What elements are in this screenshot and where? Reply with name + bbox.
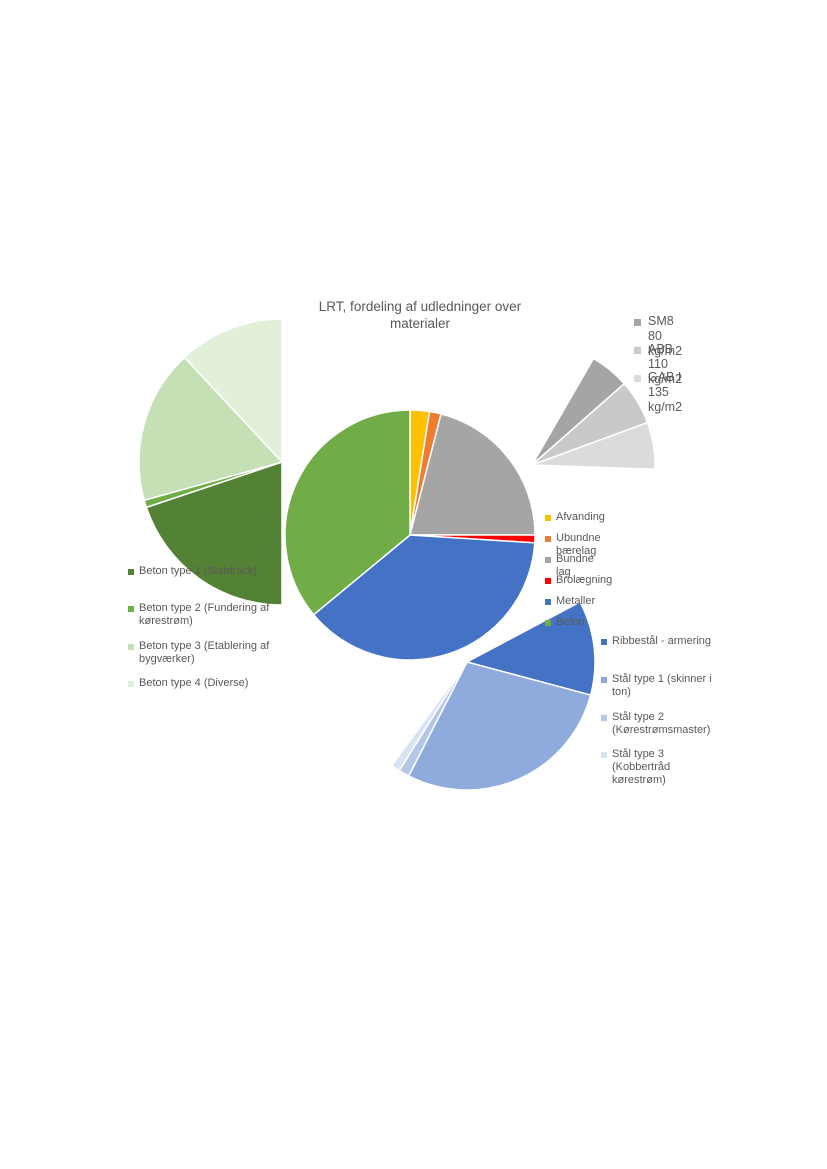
legend-label: Beton type 3 (Etablering af bygværker) [139, 640, 270, 665]
legend-label: ABB 110 kg/m2 [648, 342, 683, 386]
legend-swatch [545, 557, 551, 563]
pie-slice-beton-type-4-diverse [183, 318, 283, 463]
legend-item-beton: Beton [545, 616, 585, 629]
legend-item-beton-type-2: Beton type 2 (Fundering af kørestrøm) [128, 602, 278, 628]
legend-swatch [545, 620, 551, 626]
legend-swatch [634, 319, 641, 326]
legend-item-sm8: SM8 80 kg/m2 [634, 314, 682, 359]
legend-swatch [634, 347, 641, 354]
pie-slice-ribbestaal-armering [466, 601, 596, 696]
pie-slice-beton [284, 409, 411, 616]
legend-swatch [128, 681, 134, 687]
legend-label: Stål type 1 (skinner i ton) [612, 673, 712, 698]
legend-swatch [128, 644, 134, 650]
legend-label: Beton type 4 (Diverse) [139, 677, 249, 689]
legend-label: Brolægning [556, 574, 613, 586]
legend-item-staal-type-3: Stål type 3 (Kobbertråd kørestrøm) [601, 748, 699, 787]
legend-swatch [601, 752, 607, 758]
legend-label: Ribbestål - armering [612, 635, 712, 647]
legend-item-metaller: Metaller [545, 595, 595, 608]
legend-label: Ubundne bærelag [556, 532, 601, 557]
legend-label: Afvanding [556, 511, 605, 523]
legend-item-ubundne: Ubundne bærelag [545, 532, 601, 558]
legend-item-beton-type-4: Beton type 4 (Diverse) [128, 677, 288, 690]
legend-label: Stål type 3 (Kobbertråd kørestrøm) [612, 748, 671, 786]
legend-label: Stål type 2 (Kørestrømsmaster) [612, 711, 711, 736]
legend-swatch [545, 536, 551, 542]
legend-item-beton-type-1: Beton type 1 (Slabtrack) [128, 565, 288, 578]
legend-swatch [545, 599, 551, 605]
pie-slice-metaller [312, 534, 536, 661]
legend-label: GAB I 135 kg/m2 [648, 370, 683, 414]
legend-swatch [601, 639, 607, 645]
legend-item-abb: ABB 110 kg/m2 [634, 342, 682, 387]
legend-swatch [601, 715, 607, 721]
legend-item-gab: GAB I 135 kg/m2 [634, 370, 682, 415]
legend-item-bundne: Bundne lag [545, 553, 594, 579]
legend-swatch [634, 375, 641, 382]
pie-slice-bundne-lag [409, 413, 536, 536]
legend-swatch [128, 606, 134, 612]
legend-swatch [128, 569, 134, 575]
legend-swatch [601, 677, 607, 683]
legend-label: Beton [556, 616, 585, 628]
legend-item-brolaegning: Brolægning [545, 574, 612, 587]
legend-item-afvanding: Afvanding [545, 511, 605, 524]
pie-slice-staal-type-1-skinner-i-ton [407, 661, 592, 791]
legend-swatch [545, 515, 551, 521]
legend-label: Bundne lag [556, 553, 594, 578]
legend-label: SM8 80 kg/m2 [648, 314, 683, 358]
pie-slice-staal-type-3-kobbertraad-koerestroem [391, 661, 468, 772]
legend-item-staal-type-2: Stål type 2 (Kørestrømsmaster) [601, 711, 716, 737]
legend-label: Metaller [556, 595, 596, 607]
legend-item-staal-type-1: Stål type 1 (skinner i ton) [601, 673, 713, 699]
legend-label: Beton type 1 (Slabtrack) [139, 565, 258, 577]
chart-title: LRT, fordeling af udledninger over mater… [318, 299, 522, 331]
legend-item-ribbestaal: Ribbestål - armering [601, 635, 721, 648]
legend-swatch [545, 578, 551, 584]
pie-slice-gab-i-135-kg-m2 [531, 421, 656, 471]
legend-label: Beton type 2 (Fundering af kørestrøm) [139, 602, 270, 627]
pie-slice-beton-type-1-slabtrack [145, 461, 283, 606]
pie-slice-beton-type-3-etablering-af-bygvaerker [138, 356, 283, 501]
legend-item-beton-type-3: Beton type 3 (Etablering af bygværker) [128, 640, 278, 666]
